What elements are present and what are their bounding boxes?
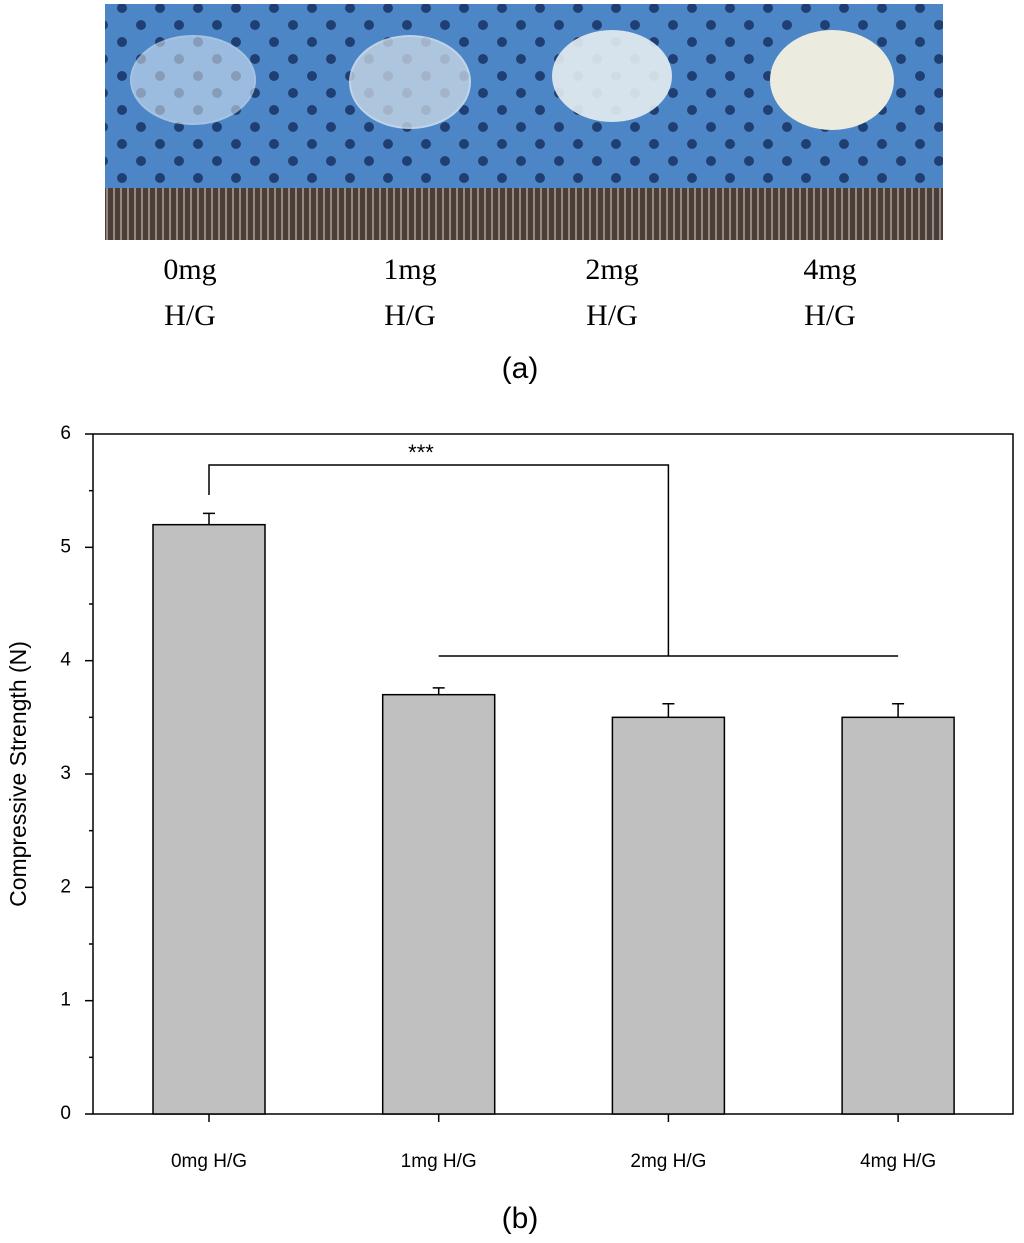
x-tick-label: 4mg H/G bbox=[860, 1151, 936, 1172]
y-tick-label: 1 bbox=[60, 990, 71, 1011]
x-tick-label: 0mg H/G bbox=[171, 1151, 247, 1172]
y-tick-label: 6 bbox=[60, 423, 71, 444]
photo-label: H/G bbox=[586, 299, 638, 332]
x-tick-label: 1mg H/G bbox=[401, 1151, 477, 1172]
photo-label: 1mg bbox=[383, 253, 436, 286]
caption: (b) bbox=[502, 1202, 539, 1235]
y-tick-label: 4 bbox=[60, 650, 71, 671]
photo-label: H/G bbox=[804, 299, 856, 332]
error-bar bbox=[662, 702, 675, 718]
photo-label: H/G bbox=[384, 299, 436, 332]
error-bar bbox=[892, 702, 905, 718]
annotation: *** bbox=[408, 440, 434, 465]
photo-label: H/G bbox=[164, 299, 216, 332]
y-axis-label: Compressive Strength (N) bbox=[5, 641, 31, 907]
error-bar bbox=[432, 687, 445, 695]
x-tick-label: 2mg H/G bbox=[630, 1151, 706, 1172]
error-bar bbox=[203, 512, 215, 525]
y-tick-label: 3 bbox=[60, 763, 71, 784]
bar bbox=[611, 716, 726, 1115]
caption: (a) bbox=[502, 352, 539, 385]
y-tick-label: 2 bbox=[60, 876, 71, 897]
bar bbox=[841, 716, 955, 1115]
bar bbox=[381, 693, 496, 1115]
photo-label: 2mg bbox=[585, 253, 638, 286]
bar bbox=[152, 523, 266, 1115]
photo-label: 4mg bbox=[803, 253, 856, 286]
significance-bracket bbox=[208, 464, 899, 657]
photo-label: 0mg bbox=[163, 253, 216, 286]
y-tick-label: 5 bbox=[60, 536, 71, 557]
y-tick-label: 0 bbox=[60, 1103, 71, 1124]
photo bbox=[105, 4, 943, 240]
